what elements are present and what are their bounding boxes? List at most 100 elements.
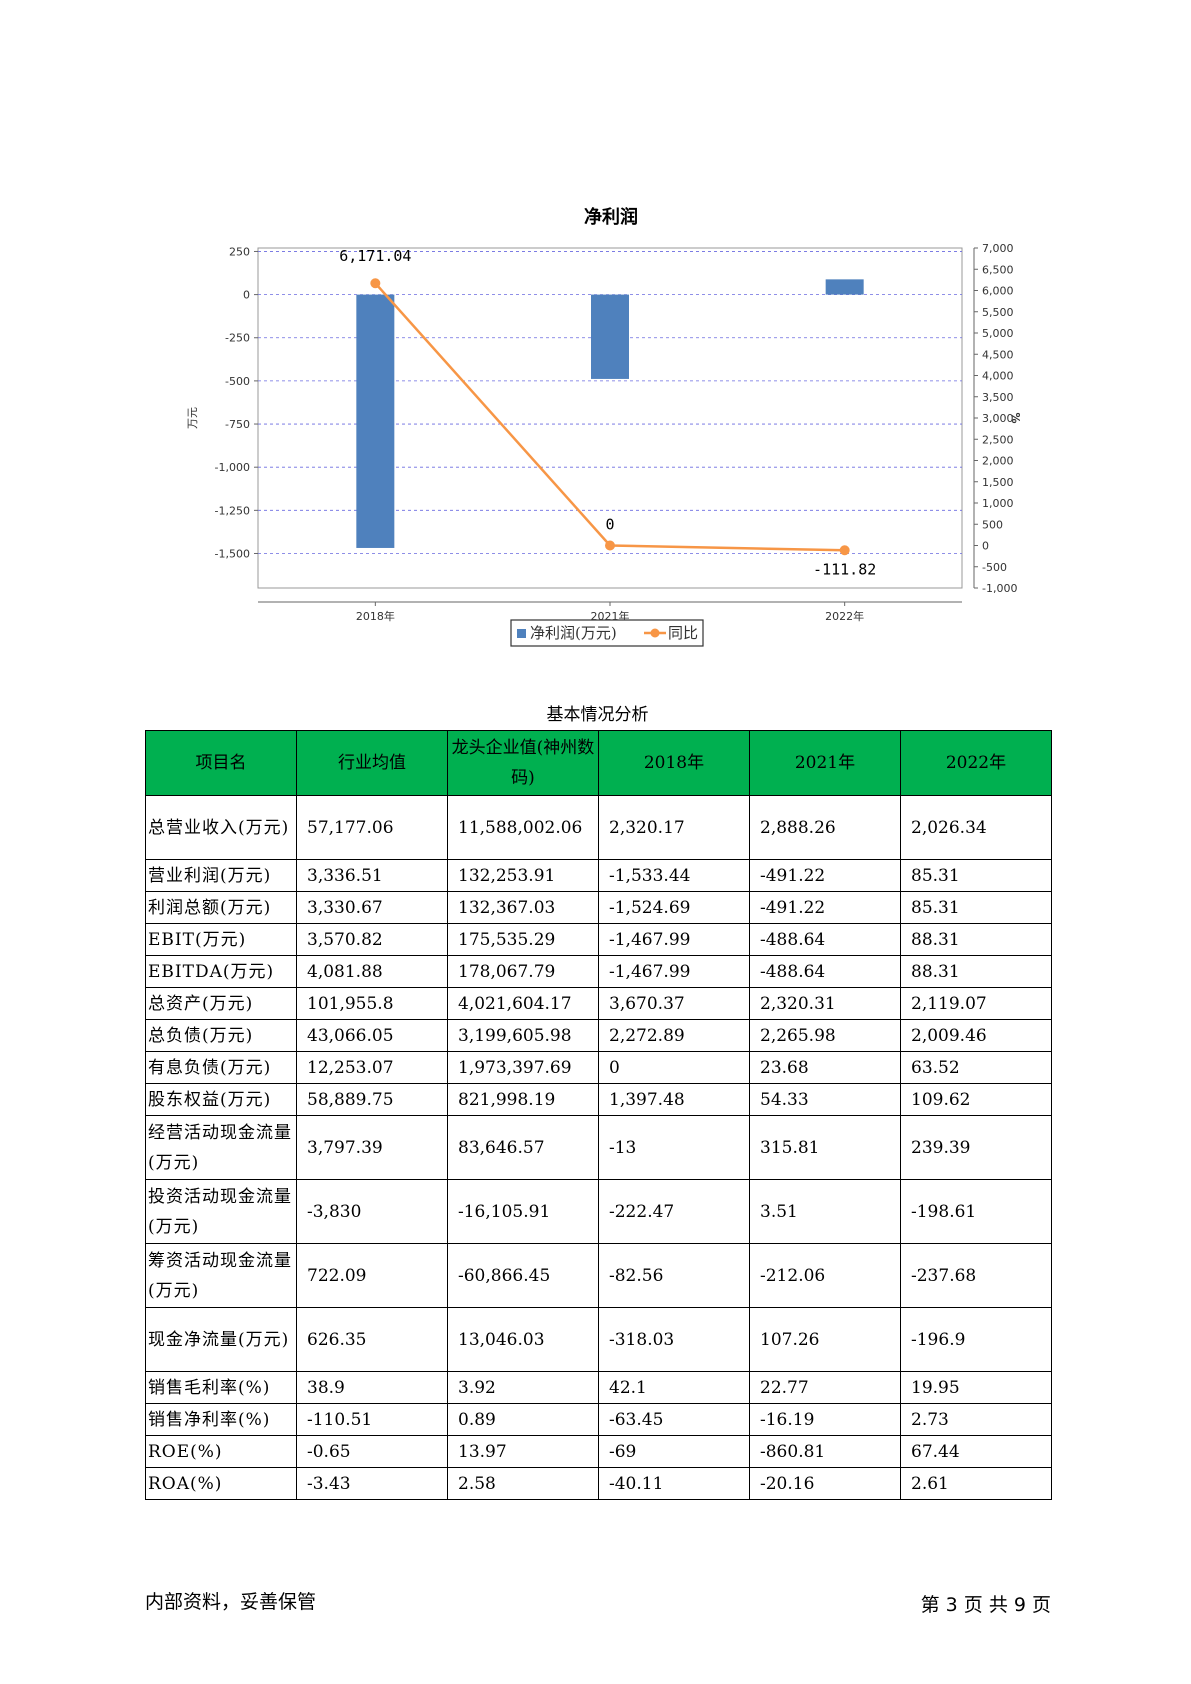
table-cell: 239.39 [900, 1115, 1052, 1180]
y2-tick-label: 1,500 [982, 476, 1014, 489]
y2-tick-label: 5,500 [982, 306, 1014, 319]
table-row: 股东权益(万元) 58,889.75 821,998.19 1,397.48 54.33… [145, 1083, 1052, 1116]
table-cell: -60,866.45 [447, 1243, 599, 1308]
table-cell: -40.11 [598, 1467, 750, 1500]
table-header-cell: 2022年 [900, 730, 1052, 796]
y2-tick-label: 6,000 [982, 285, 1014, 298]
y-tick-label: -1,000 [215, 461, 250, 474]
table-cell: 2,026.34 [900, 795, 1052, 860]
table-cell: 2,888.26 [749, 795, 901, 860]
chart-title: 净利润 [584, 206, 638, 228]
table-cell: 88.31 [900, 923, 1052, 956]
table-cell: 2,320.17 [598, 795, 750, 860]
table-header-cell: 项目名 [145, 730, 297, 796]
y2-tick-label: 0 [982, 540, 989, 553]
table-cell: -491.22 [749, 859, 901, 892]
table-cell: -1,467.99 [598, 923, 750, 956]
table-cell: 23.68 [749, 1051, 901, 1084]
table-row: 销售净利率(%) -110.51 0.89 -63.45 -16.19 2.73 [145, 1403, 1052, 1436]
table-row: EBITDA(万元) 4,081.88 178,067.79 -1,467.99 -48… [145, 955, 1052, 988]
data-label: 6,171.04 [339, 247, 411, 265]
row-label: 经营活动现金流量(万元) [145, 1115, 297, 1180]
y2-tick-label: 1,000 [982, 497, 1014, 510]
table-row: 总负债(万元) 43,066.05 3,199,605.98 2,272.89 2,26… [145, 1019, 1052, 1052]
y2-tick-label: 4,000 [982, 370, 1014, 383]
table-row: ROE(%) -0.65 13.97 -69 -860.81 67.44 [145, 1435, 1052, 1468]
table-row: ROA(%) -3.43 2.58 -40.11 -20.16 2.61 [145, 1467, 1052, 1500]
data-label: -111.82 [813, 560, 876, 578]
table-cell: 315.81 [749, 1115, 901, 1180]
table-cell: 42.1 [598, 1371, 750, 1404]
table-cell: 63.52 [900, 1051, 1052, 1084]
row-label: 股东权益(万元) [145, 1083, 297, 1116]
table-cell: -3.43 [296, 1467, 448, 1500]
table-row: 营业利润(万元) 3,336.51 132,253.91 -1,533.44 -491.… [145, 859, 1052, 892]
table-cell: 13.97 [447, 1435, 599, 1468]
table-cell: 821,998.19 [447, 1083, 599, 1116]
table-cell: 3,670.37 [598, 987, 750, 1020]
yoy-point [605, 540, 615, 551]
legend-line-marker [650, 628, 660, 638]
table-cell: -1,524.69 [598, 891, 750, 924]
table-row: 有息负债(万元) 12,253.07 1,973,397.69 0 23.68 63.52 [145, 1051, 1052, 1084]
yoy-point [839, 545, 850, 556]
row-label: ROE(%) [145, 1435, 297, 1468]
table-cell: -0.65 [296, 1435, 448, 1468]
y-tick-label: -1,250 [215, 504, 250, 517]
legend-label: 同比 [668, 624, 698, 642]
table-cell: -196.9 [900, 1307, 1052, 1372]
table-cell: -16,105.91 [447, 1179, 599, 1244]
table-header-cell: 龙头企业值(神州数码) [447, 730, 599, 796]
table-cell: -212.06 [749, 1243, 901, 1308]
table-row: 总资产(万元) 101,955.8 4,021,604.17 3,670.37 2,32… [145, 987, 1052, 1020]
table-cell: 132,253.91 [447, 859, 599, 892]
row-label: 总负债(万元) [145, 1019, 297, 1052]
row-label: 现金净流量(万元) [145, 1307, 297, 1372]
row-label: 筹资活动现金流量(万元) [145, 1243, 297, 1308]
row-label: 总营业收入(万元) [145, 795, 297, 860]
table-cell: 2,320.31 [749, 987, 901, 1020]
table-cell: -318.03 [598, 1307, 750, 1372]
y-tick-label: -500 [225, 375, 250, 388]
y2-tick-label: 5,000 [982, 327, 1014, 340]
table-cell: 2.58 [447, 1467, 599, 1500]
table-cell: -222.47 [598, 1179, 750, 1244]
y2-tick-label: -1,000 [982, 582, 1017, 595]
table-cell: -1,533.44 [598, 859, 750, 892]
row-label: EBITDA(万元) [145, 955, 297, 988]
table-cell: 178,067.79 [447, 955, 599, 988]
table-cell: -860.81 [749, 1435, 901, 1468]
table-cell: 67.44 [900, 1435, 1052, 1468]
table-cell: 12,253.07 [296, 1051, 448, 1084]
y2-tick-label: 500 [982, 518, 1003, 531]
legend-box [510, 619, 704, 647]
table-cell: 22.77 [749, 1371, 901, 1404]
table-cell: 3.51 [749, 1179, 901, 1244]
row-label: 有息负债(万元) [145, 1051, 297, 1084]
y2-tick-label: 3,500 [982, 391, 1014, 404]
table-cell: 107.26 [749, 1307, 901, 1372]
table-cell: -3,830 [296, 1179, 448, 1244]
table-cell: 2,009.46 [900, 1019, 1052, 1052]
bar [591, 294, 629, 379]
table-header-cell: 2018年 [598, 730, 750, 796]
table-row: EBIT(万元) 3,570.82 175,535.29 -1,467.99 -488.… [145, 923, 1052, 956]
row-label: 利润总额(万元) [145, 891, 297, 924]
y2-axis-title: % [1009, 412, 1022, 423]
row-label: 投资活动现金流量(万元) [145, 1179, 297, 1244]
table-cell: -20.16 [749, 1467, 901, 1500]
table-cell: 0.89 [447, 1403, 599, 1436]
table-cell: 19.95 [900, 1371, 1052, 1404]
table-row: 经营活动现金流量(万元) 3,797.39 83,646.57 -13 315.81 23… [145, 1115, 1052, 1180]
table-cell: 85.31 [900, 859, 1052, 892]
net-profit-chart: 净利润 250 0 -250 -500 -750 -1,000 -1,250 -1,500 7,0… [186, 206, 1022, 647]
table-row: 筹资活动现金流量(万元) 722.09 -60,866.45 -82.56 -212.0… [145, 1243, 1052, 1308]
table-cell: 3,797.39 [296, 1115, 448, 1180]
table-cell: -82.56 [598, 1243, 750, 1308]
table-header-cell: 2021年 [749, 730, 901, 796]
table-cell: 13,046.03 [447, 1307, 599, 1372]
table-cell: 2,272.89 [598, 1019, 750, 1052]
table-row: 现金净流量(万元) 626.35 13,046.03 -318.03 107.26 -19… [145, 1307, 1052, 1372]
table-cell: 2.73 [900, 1403, 1052, 1436]
y2-tick-label: 2,500 [982, 433, 1014, 446]
